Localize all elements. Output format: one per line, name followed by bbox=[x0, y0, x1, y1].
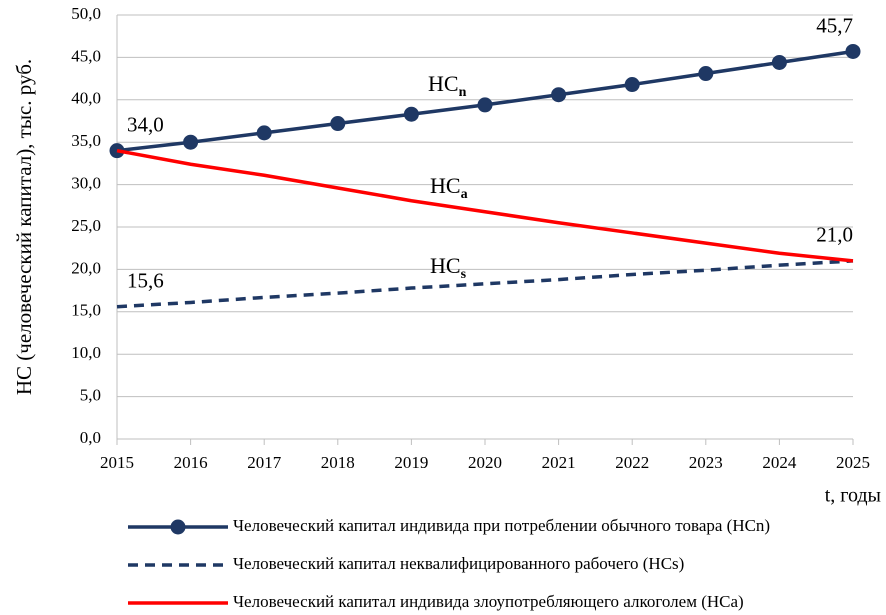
legend-label: Человеческий капитал индивида злоупотреб… bbox=[233, 592, 744, 611]
y-tick-label: 30,0 bbox=[71, 174, 101, 193]
x-tick-label: 2022 bbox=[615, 453, 649, 472]
y-tick-label: 20,0 bbox=[71, 258, 101, 277]
y-tick-label: 40,0 bbox=[71, 89, 101, 108]
x-tick-label: 2024 bbox=[762, 453, 797, 472]
x-tick-label: 2018 bbox=[321, 453, 355, 472]
data-label: 45,7 bbox=[816, 13, 853, 37]
series-label-sub: n bbox=[459, 85, 467, 100]
x-tick-label: 2017 bbox=[247, 453, 282, 472]
series-label-sub: a bbox=[461, 187, 468, 202]
y-axis-label: НС (человеческий капитал), тыс. руб. bbox=[12, 59, 36, 395]
marker bbox=[698, 66, 714, 82]
marker bbox=[256, 125, 272, 141]
x-tick-label: 2020 bbox=[468, 453, 502, 472]
series-label: HCa bbox=[430, 173, 468, 202]
y-tick-label: 0,0 bbox=[80, 428, 101, 447]
y-tick-label: 5,0 bbox=[80, 386, 101, 405]
legend-label: Человеческий капитал индивида при потреб… bbox=[233, 516, 770, 535]
series-line bbox=[116, 259, 854, 309]
series-label-text: HC bbox=[428, 71, 459, 96]
x-tick-label: 2023 bbox=[689, 453, 723, 472]
y-tick-label: 50,0 bbox=[71, 4, 101, 23]
marker bbox=[624, 77, 640, 93]
y-tick-label: 10,0 bbox=[71, 343, 101, 362]
marker bbox=[551, 87, 567, 103]
data-label: 34,0 bbox=[127, 112, 164, 136]
x-tick-label: 2021 bbox=[542, 453, 576, 472]
marker bbox=[330, 116, 346, 132]
y-tick-label: 25,0 bbox=[71, 216, 101, 235]
marker bbox=[477, 97, 493, 113]
x-tick-label: 2025 bbox=[836, 453, 870, 472]
y-tick-label: 35,0 bbox=[71, 131, 101, 150]
marker bbox=[771, 54, 787, 70]
series-label-text: HC bbox=[430, 173, 461, 198]
series-line bbox=[116, 148, 854, 263]
marker bbox=[183, 134, 199, 150]
marker bbox=[403, 106, 419, 122]
marker bbox=[845, 43, 861, 59]
x-axis-label: t, годы bbox=[825, 485, 881, 507]
x-tick-label: 2019 bbox=[394, 453, 428, 472]
series-label-sub: s bbox=[461, 267, 467, 282]
legend-marker bbox=[170, 519, 186, 535]
series-label-text: HC bbox=[430, 253, 461, 278]
legend-label: Человеческий капитал неквалифицированног… bbox=[233, 554, 684, 573]
series-label: HCn bbox=[428, 71, 467, 100]
y-tick-label: 45,0 bbox=[71, 46, 101, 65]
data-label: 15,6 bbox=[127, 269, 164, 293]
data-label: 21,0 bbox=[816, 223, 853, 247]
x-tick-label: 2016 bbox=[174, 453, 208, 472]
y-tick-label: 15,0 bbox=[71, 301, 101, 320]
series-label: HCs bbox=[430, 253, 467, 282]
x-tick-label: 2015 bbox=[100, 453, 134, 472]
